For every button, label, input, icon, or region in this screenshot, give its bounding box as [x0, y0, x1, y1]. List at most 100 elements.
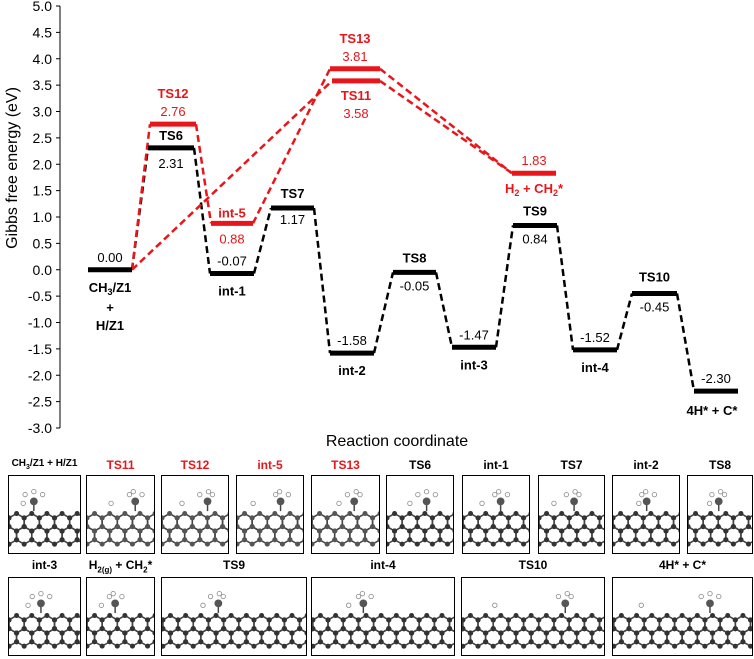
structure-panel-title: int-2	[633, 458, 659, 472]
structure-image	[612, 475, 680, 554]
state-name-int3: int-3	[460, 357, 487, 372]
state-name-fin: 4H* + C*	[687, 403, 739, 418]
value-label-ts9: 0.84	[522, 231, 547, 246]
value-label-int2: -1.58	[337, 333, 367, 348]
connector-ts7-int2	[312, 207, 332, 354]
energy-diagram: -3.0 -2.5 -2.0 -1.5 -1.0 -0.5 0.0 0.5 1.0 1.5 2.0 2…	[4, 0, 739, 450]
atomic-structure-drawing	[463, 489, 529, 547]
structure-panel: H2(g) + CH2*	[86, 558, 155, 656]
y-tick-label: 4.5	[33, 24, 53, 40]
structure-image	[538, 475, 605, 554]
structure-panel: TS10	[461, 558, 605, 656]
structure-panel: TS11	[86, 458, 155, 554]
state-name-s0-h: H/Z1	[96, 318, 124, 333]
structure-image	[612, 577, 753, 656]
energy-levels	[88, 66, 738, 394]
connector-s0-ts11	[131, 79, 333, 271]
connector-ts12-int5	[194, 123, 213, 224]
connector-lines	[130, 67, 696, 392]
state-name-ts10: TS10	[639, 269, 670, 284]
structure-image	[236, 475, 304, 554]
structure-panel: CH3/Z1 + H/Z1	[8, 458, 81, 554]
atomic-structure-drawing	[462, 590, 604, 649]
value-label-s0: 0.00	[97, 250, 122, 265]
value-label-ts7: 1.17	[280, 212, 305, 227]
structure-panel: TS9	[161, 558, 307, 656]
structure-image	[8, 475, 81, 554]
y-tick-label: -1.5	[28, 341, 52, 357]
structure-panel-title: TS13	[331, 458, 360, 472]
structure-panel: int-5	[236, 458, 304, 554]
value-label-int4: -1.52	[580, 330, 610, 345]
atomic-structure-drawing	[613, 590, 752, 649]
atomic-structure-drawing	[613, 489, 679, 547]
state-name-int5: int-5	[218, 205, 245, 220]
value-label-ts6: 2.31	[158, 156, 183, 171]
connector-ts13-h2ch2	[379, 67, 513, 175]
value-label-ts13: 3.81	[342, 49, 367, 64]
structure-panel: TS12	[161, 458, 229, 554]
state-name-h2ch2: H2 + CH2*	[505, 181, 564, 198]
structure-panel: TS8	[687, 458, 753, 554]
y-tick-label: 1.5	[33, 183, 53, 199]
state-name-int2: int-2	[338, 363, 365, 378]
structure-image	[311, 475, 380, 554]
structure-panel-title: TS11	[106, 458, 135, 472]
state-name-s0-plus: +	[106, 300, 114, 315]
structure-image	[461, 577, 605, 656]
structure-panel-title: int-1	[483, 458, 509, 472]
value-label-ts8: -0.05	[400, 278, 430, 293]
structure-image	[86, 577, 155, 656]
x-axis-title: Reaction coordinate	[326, 433, 468, 450]
y-tick-label: -0.5	[28, 288, 52, 304]
y-tick-label: 0.5	[33, 235, 53, 251]
state-name-ts6: TS6	[159, 128, 183, 143]
connector-ts8-int3	[434, 272, 454, 348]
y-tick-label: 4.0	[33, 51, 53, 67]
state-name-ts11: TS11	[341, 88, 371, 103]
y-tick-label: -2.5	[28, 394, 52, 410]
atomic-structure-drawing	[312, 590, 454, 649]
connector-ts10-fin	[675, 293, 696, 392]
atomic-structure-drawing	[387, 489, 453, 547]
structure-panel-title: TS6	[408, 458, 431, 472]
state-name-int1: int-1	[218, 283, 245, 298]
structure-panel-title: TS12	[180, 458, 210, 472]
connector-int4-ts10	[615, 293, 634, 351]
connector-ts6-int1	[192, 147, 212, 274]
structure-image	[86, 475, 155, 554]
y-axis-ticks: -3.0 -2.5 -2.0 -1.5 -1.0 -0.5 0.0 0.5 1.0 1.5 2.0 2…	[28, 0, 60, 436]
value-label-ts11: 3.58	[343, 106, 368, 121]
connector-int1-ts7	[252, 207, 273, 274]
structure-panel: int-1	[462, 458, 530, 554]
structure-panel: int-3	[8, 558, 81, 656]
state-name-ts7: TS7	[281, 186, 305, 201]
value-label-h2ch2: 1.83	[521, 153, 546, 168]
value-label-ts12: 2.76	[160, 104, 185, 119]
atomic-structure-drawing	[312, 489, 379, 547]
y-tick-label: 5.0	[33, 0, 53, 14]
state-name-ts9: TS9	[523, 203, 547, 218]
y-tick-label: -3.0	[28, 420, 52, 436]
atomic-structure-drawing	[87, 591, 154, 649]
structure-panel-title: int-5	[257, 458, 283, 472]
y-tick-label: 3.5	[33, 77, 53, 93]
value-label-ts10: -0.45	[640, 299, 670, 314]
y-axis-title: Gibbs free energy (eV)	[4, 87, 21, 249]
value-label-int5: 0.88	[219, 231, 244, 246]
structure-panel: 4H* + C*	[612, 558, 753, 656]
y-tick-label: 3.0	[33, 104, 53, 120]
value-label-int1: -0.07	[217, 253, 247, 268]
structure-panel: TS6	[386, 458, 454, 554]
atomic-structure-drawing	[9, 489, 80, 547]
atomic-structure-drawing	[688, 489, 752, 547]
connector-ts11-h2ch2	[379, 79, 513, 175]
y-tick-label: -1.0	[28, 315, 52, 331]
atomic-structure-drawing	[539, 489, 604, 547]
y-tick-label: 2.0	[33, 156, 53, 172]
atomic-structure-drawing	[9, 591, 80, 649]
atomic-structure-drawing	[162, 590, 306, 649]
structure-image	[311, 577, 455, 656]
structure-panel-title: TS10	[518, 558, 548, 572]
y-tick-label: -2.0	[28, 367, 52, 383]
